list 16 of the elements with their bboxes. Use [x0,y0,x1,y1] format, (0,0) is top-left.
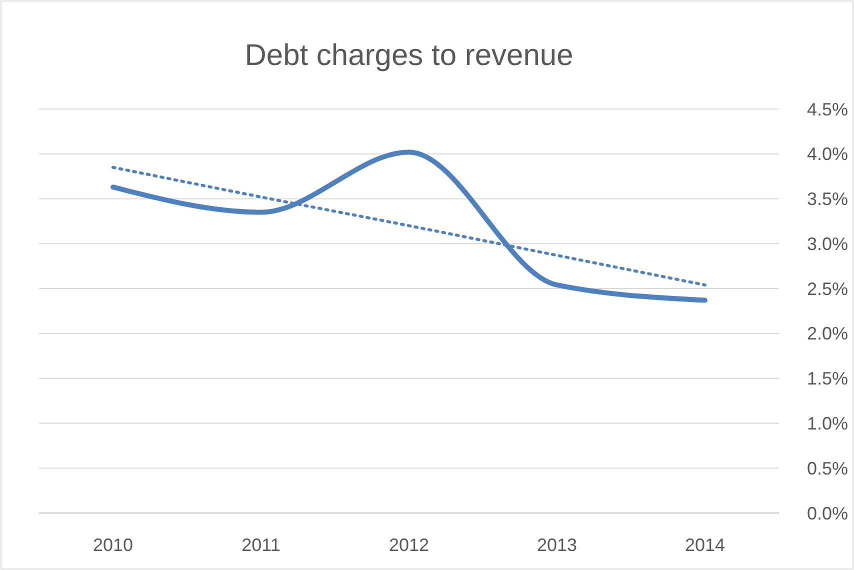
y-tick-label: 4.5% [806,99,848,120]
x-tick-label: 2014 [684,535,726,555]
y-tick-label: 3.0% [806,234,848,254]
y-tick-label: 3.5% [806,189,848,210]
x-tick-label: 2011 [242,535,280,555]
y-tick-label: 0.5% [806,458,848,478]
y-tick-label: 2.5% [806,278,848,299]
y-tick-label: 2.0% [806,324,848,344]
chart-title: Debt charges to revenue [244,39,574,72]
x-tick-label: 2010 [92,535,134,555]
y-tick-label: 4.0% [806,144,848,164]
x-tick-label: 2013 [536,535,578,555]
y-tick-label: 0.0% [806,503,848,524]
y-tick-label: 1.5% [806,368,848,389]
y-tick-label: 1.0% [806,414,848,434]
x-tick-label: 2012 [388,535,430,555]
